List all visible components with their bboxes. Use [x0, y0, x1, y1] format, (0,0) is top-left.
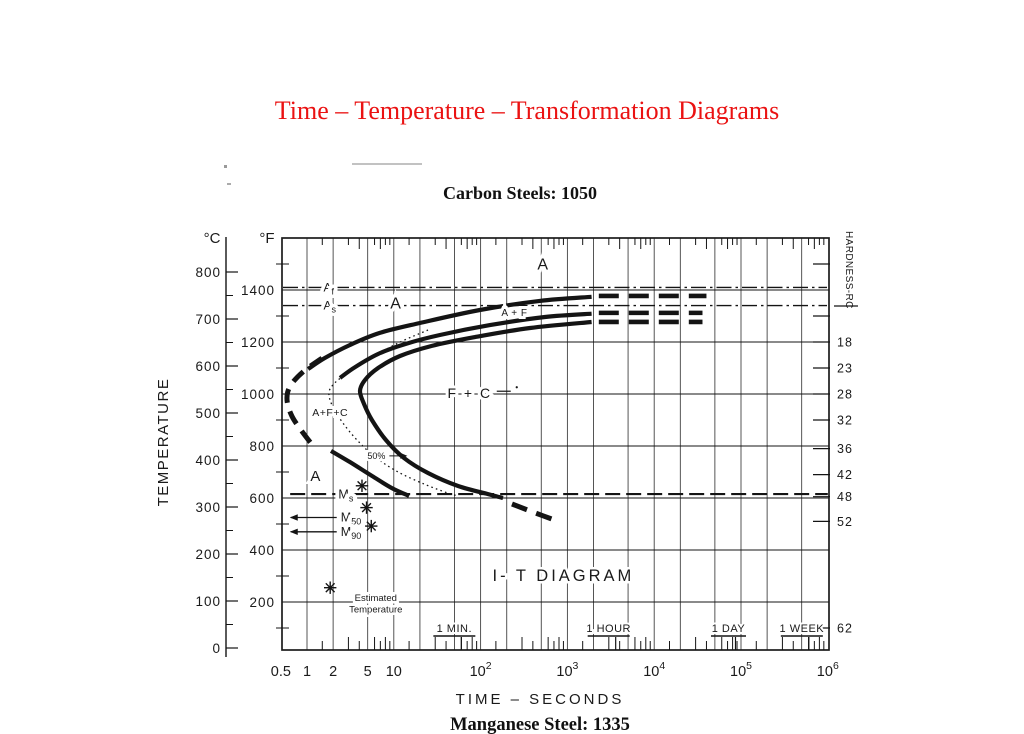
mid-solid	[338, 311, 592, 380]
svg-text:HARDNESS-RC: HARDNESS-RC	[843, 231, 854, 309]
start-lower-solid	[329, 449, 410, 498]
svg-text:1 MIN.: 1 MIN.	[437, 623, 472, 635]
svg-text:1200: 1200	[241, 335, 275, 350]
svg-text:36: 36	[837, 442, 853, 456]
svg-text:1000: 1000	[241, 387, 275, 402]
svg-text:5: 5	[364, 664, 372, 680]
svg-text:°F: °F	[259, 230, 274, 247]
svg-text:105: 105	[730, 660, 752, 680]
svg-text:TIME – SECONDS: TIME – SECONDS	[456, 691, 625, 708]
svg-text:106: 106	[817, 660, 839, 680]
scan-artifact	[224, 165, 227, 168]
finish-c-curve	[357, 319, 592, 501]
svg-text:104: 104	[643, 660, 665, 680]
svg-text:62: 62	[837, 622, 853, 636]
svg-text:°C: °C	[204, 230, 221, 247]
svg-text:Af: Af	[324, 280, 335, 296]
svg-text:0: 0	[212, 641, 221, 656]
svg-text:42: 42	[837, 468, 853, 482]
svg-text:M90: M90	[341, 525, 361, 541]
finish-dashed-tail	[511, 501, 558, 524]
svg-text:600: 600	[195, 359, 221, 374]
svg-text:800: 800	[195, 265, 221, 280]
svg-text:0.5: 0.5	[271, 664, 291, 680]
svg-text:I- T DIAGRAM: I- T DIAGRAM	[493, 567, 635, 585]
svg-text:102: 102	[470, 660, 492, 680]
scan-artifact	[352, 163, 422, 165]
svg-text:A: A	[537, 257, 548, 274]
svg-text:200: 200	[195, 547, 221, 562]
svg-text:300: 300	[195, 500, 221, 515]
svg-text:A+F+C: A+F+C	[312, 407, 348, 419]
svg-text:100: 100	[195, 594, 221, 609]
svg-text:Estimated: Estimated	[355, 593, 397, 604]
svg-text:32: 32	[837, 414, 853, 428]
svg-text:2: 2	[329, 664, 337, 680]
svg-text:18: 18	[837, 336, 853, 350]
svg-text:F + C: F + C	[447, 385, 492, 401]
svg-text:TEMPERATURE: TEMPERATURE	[155, 378, 172, 507]
svg-text:10: 10	[386, 664, 402, 680]
start-nose-estimated	[284, 356, 324, 449]
svg-text:A + F: A + F	[501, 308, 527, 319]
svg-text:As: As	[324, 299, 337, 315]
svg-text:700: 700	[195, 312, 221, 327]
svg-text:800: 800	[249, 439, 275, 454]
svg-text:1: 1	[303, 664, 311, 680]
svg-text:1 DAY: 1 DAY	[712, 623, 746, 635]
scan-artifact	[227, 183, 231, 185]
svg-text:50%: 50%	[367, 451, 385, 461]
transformation-curves	[284, 293, 707, 524]
section-heading-manganese-steel: Manganese Steel: 1335	[450, 715, 630, 734]
svg-text:600: 600	[249, 491, 275, 506]
svg-text:400: 400	[249, 543, 275, 558]
page-title: Time – Temperature – Transformation Diag…	[274, 96, 780, 125]
svg-text:1 HOUR: 1 HOUR	[586, 623, 631, 635]
svg-text:500: 500	[195, 406, 221, 421]
svg-text:200: 200	[249, 595, 275, 610]
section-heading-carbon-steel: Carbon Steels: 1050	[443, 183, 597, 203]
svg-text:M50: M50	[341, 511, 361, 527]
svg-text:48: 48	[837, 490, 853, 504]
minor-ticks	[321, 238, 825, 650]
svg-text:52: 52	[837, 515, 853, 529]
svg-text:400: 400	[195, 453, 221, 468]
svg-text:28: 28	[837, 388, 853, 402]
svg-text:1400: 1400	[241, 283, 275, 298]
svg-text:1 WEEK: 1 WEEK	[780, 623, 825, 635]
svg-text:Temperature: Temperature	[349, 604, 402, 615]
svg-text:A: A	[310, 468, 320, 485]
start-upper-solid	[306, 294, 592, 371]
svg-text:103: 103	[556, 660, 578, 680]
svg-text:Ms: Ms	[338, 488, 353, 504]
svg-text:23: 23	[837, 362, 853, 376]
svg-text:A: A	[390, 296, 401, 313]
